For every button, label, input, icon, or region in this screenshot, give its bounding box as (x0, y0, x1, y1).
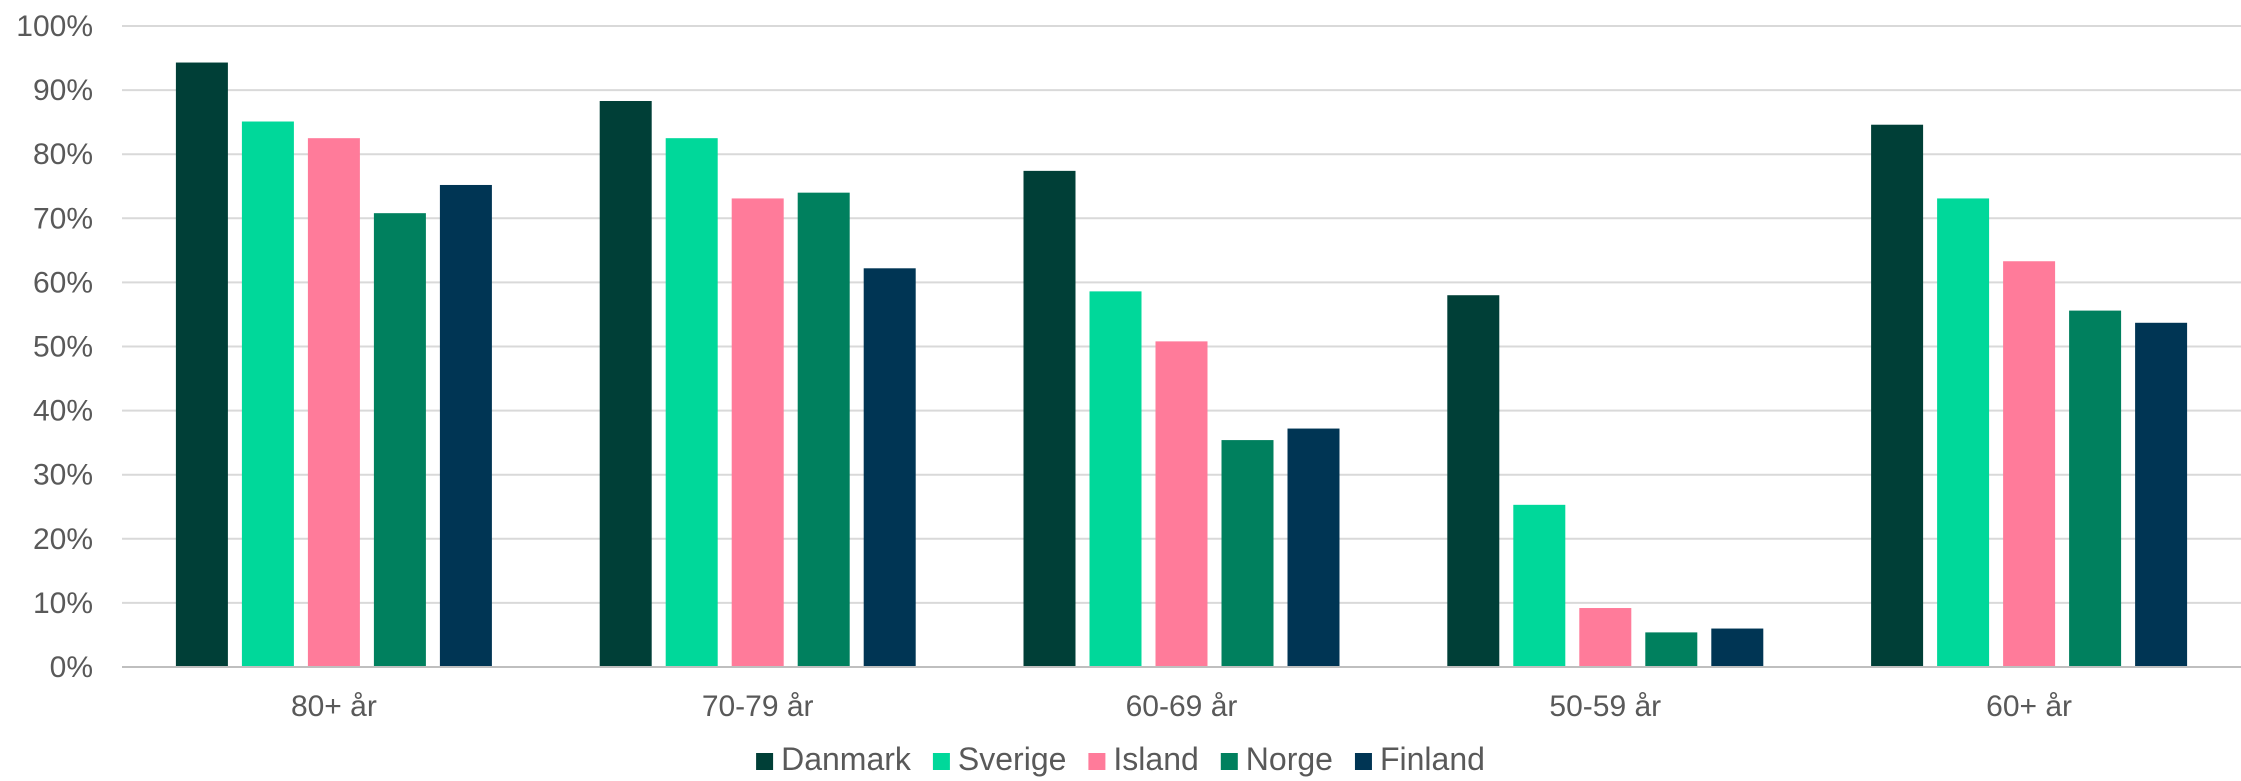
legend-swatch (1354, 753, 1372, 770)
y-tick-label: 20% (33, 523, 93, 556)
bar-finland-1 (863, 268, 916, 667)
bar-norge-2 (1221, 440, 1274, 667)
bar-finland-4 (2135, 322, 2188, 667)
y-tick-label: 60% (33, 266, 93, 299)
bar-sverige-2 (1089, 291, 1142, 667)
bar-finland-0 (439, 184, 492, 667)
legend-item-danmark: Danmark (756, 741, 912, 777)
legend-label: Finland (1380, 741, 1485, 777)
y-tick-label: 50% (33, 331, 93, 364)
legend-item-island: Island (1088, 741, 1199, 777)
y-tick-label: 40% (33, 395, 93, 428)
bar-norge-4 (2069, 310, 2122, 667)
bar-norge-0 (373, 213, 426, 667)
bar-sverige-3 (1513, 504, 1566, 667)
legend-swatch (1088, 753, 1106, 770)
legend-label: Island (1113, 741, 1198, 777)
bar-island-2 (1155, 341, 1208, 667)
bar-island-1 (731, 198, 784, 667)
y-tick-label: 100% (16, 10, 93, 43)
legend-swatch (756, 753, 774, 770)
legend-item-finland: Finland (1354, 741, 1485, 777)
bar-sverige-1 (665, 138, 718, 668)
x-category-label: 60-69 år (1126, 690, 1238, 723)
bar-danmark-1 (599, 100, 652, 667)
bar-sverige-0 (241, 121, 294, 667)
bar-norge-1 (797, 192, 850, 667)
y-tick-label: 80% (33, 138, 93, 171)
legend-swatch (932, 753, 950, 770)
y-tick-label: 0% (50, 651, 93, 684)
x-category-label: 80+ år (291, 690, 377, 723)
bar-danmark-3 (1447, 295, 1500, 667)
bar-danmark-0 (175, 62, 228, 668)
legend-label: Norge (1246, 741, 1333, 777)
y-tick-label: 70% (33, 202, 93, 235)
x-category-label: 50-59 år (1549, 690, 1661, 723)
legend-label: Sverige (958, 741, 1067, 777)
bar-island-3 (1579, 608, 1632, 667)
x-axis-categories: 80+ år 70-79 år 60-69 år 50-59 år 60+ år (291, 690, 2072, 723)
bar-sverige-4 (1937, 198, 1990, 667)
bar-island-4 (2003, 261, 2056, 667)
y-tick-label: 10% (33, 587, 93, 620)
y-tick-label: 30% (33, 459, 93, 492)
legend-label: Danmark (781, 741, 912, 777)
bar-finland-3 (1711, 628, 1764, 667)
bar-danmark-2 (1023, 170, 1076, 667)
bar-norge-3 (1645, 632, 1698, 667)
bar-island-0 (307, 138, 360, 668)
bar-finland-2 (1287, 428, 1340, 667)
legend-item-norge: Norge (1220, 741, 1333, 777)
x-category-label: 70-79 år (702, 690, 814, 723)
legend-swatch (1220, 753, 1238, 770)
legend: Danmark Sverige Island Norge Finland (756, 741, 1485, 777)
y-axis-ticks: 0% 10% 20% 30% 40% 50% 60% 70% 80% 90% 100% (16, 10, 93, 684)
y-tick-label: 90% (33, 74, 93, 107)
legend-item-sverige: Sverige (932, 741, 1067, 777)
bar-danmark-4 (1871, 124, 1924, 668)
x-category-label: 60+ år (1986, 690, 2072, 723)
bars (175, 62, 2188, 668)
